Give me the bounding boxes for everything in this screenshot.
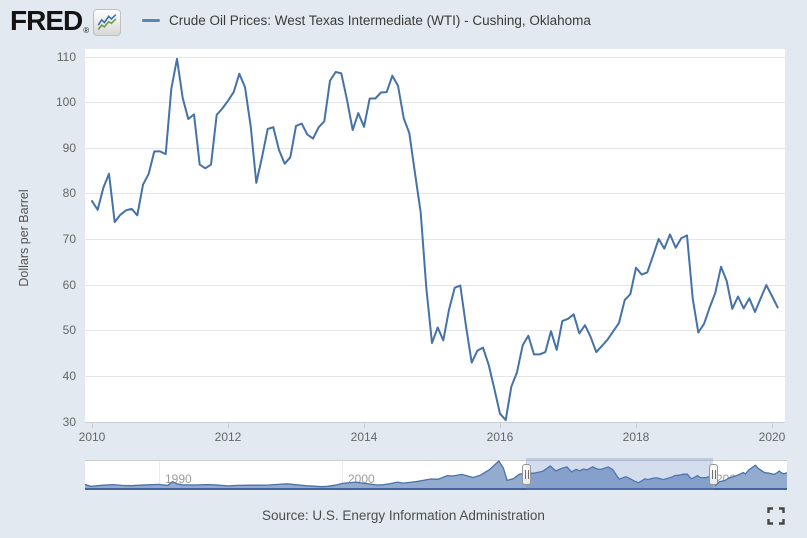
legend-item[interactable]: Crude Oil Prices: West Texas Intermediat… xyxy=(142,13,591,28)
x-axis-tick xyxy=(500,422,501,428)
x-axis-tick xyxy=(772,422,773,428)
source-text: Source: U.S. Energy Information Administ… xyxy=(262,508,545,523)
navigator-year-label: 2000 xyxy=(348,472,375,486)
navigator-right-handle[interactable] xyxy=(709,464,718,485)
registered-trademark: ® xyxy=(83,26,90,35)
navigator-left-handle[interactable] xyxy=(522,464,531,485)
series-legend-label: Crude Oil Prices: West Texas Intermediat… xyxy=(169,13,591,28)
header: FRED ® Crude Oil Prices: West Texas Inte… xyxy=(0,0,807,44)
x-axis-tick xyxy=(92,422,93,428)
y-axis-label: 110 xyxy=(56,50,76,64)
fullscreen-expand-icon xyxy=(766,506,786,531)
navigator-baseline xyxy=(85,488,787,490)
x-axis-label: 2014 xyxy=(350,430,378,444)
x-axis-label: 2018 xyxy=(622,430,650,444)
series-legend-dash-icon xyxy=(142,19,160,22)
y-axis-label: 100 xyxy=(55,95,76,109)
y-axis-label: 50 xyxy=(62,323,76,337)
x-axis-label: 2012 xyxy=(214,430,242,444)
y-axis-label: 70 xyxy=(62,232,76,246)
plot-area[interactable] xyxy=(85,49,785,422)
navigator-tick xyxy=(159,461,160,489)
y-axis-label: 80 xyxy=(62,186,76,200)
fred-chart-logo-icon xyxy=(93,9,122,36)
navigator-year-label: 2020 xyxy=(716,472,743,486)
y-axis-label: 40 xyxy=(62,369,76,383)
fullscreen-button[interactable] xyxy=(763,505,789,531)
x-axis-tick xyxy=(228,422,229,428)
x-axis-line xyxy=(85,422,785,423)
x-axis-label: 2010 xyxy=(78,430,106,444)
y-axis-label: 90 xyxy=(62,141,76,155)
y-axis-label: 30 xyxy=(62,415,76,429)
fred-logo-text: FRED xyxy=(10,5,83,36)
y-axis-title: Dollars per Barrel xyxy=(17,189,31,287)
x-axis-label: 2020 xyxy=(758,430,786,444)
navigator-tick xyxy=(342,461,343,489)
x-axis-tick xyxy=(364,422,365,428)
y-axis-label: 60 xyxy=(62,278,76,292)
gridline xyxy=(85,57,785,58)
fred-logo[interactable]: FRED ® xyxy=(10,5,122,36)
x-axis-tick xyxy=(636,422,637,428)
x-axis-label: 2016 xyxy=(486,430,514,444)
navigator-selected-range[interactable] xyxy=(526,458,713,490)
navigator-year-label: 1990 xyxy=(165,472,192,486)
